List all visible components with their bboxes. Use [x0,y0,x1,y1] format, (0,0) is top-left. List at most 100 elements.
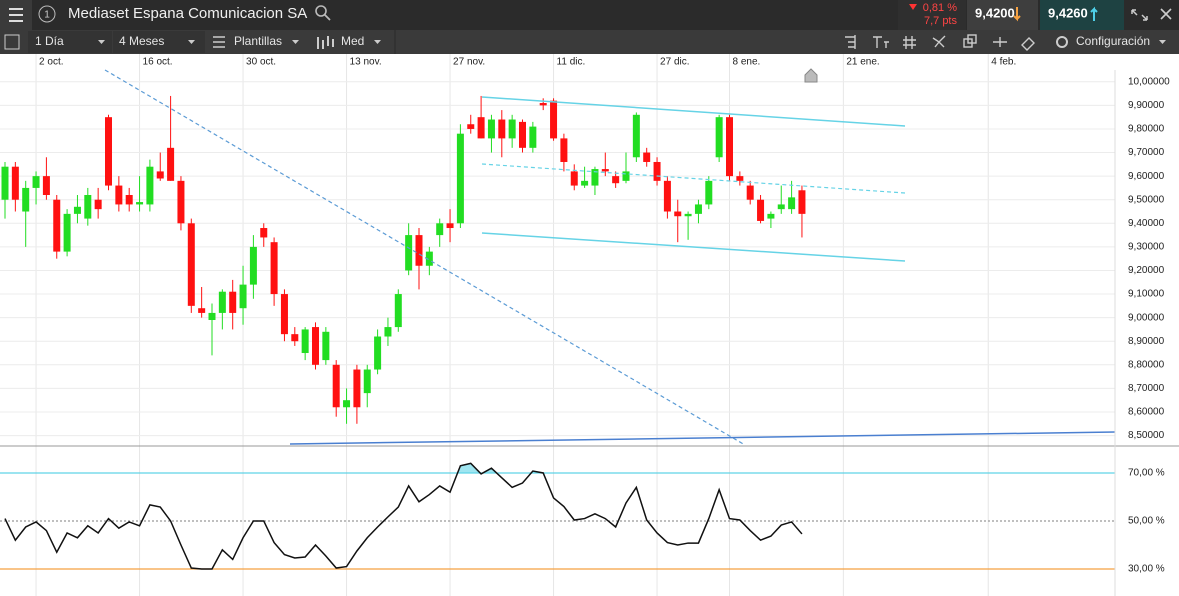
candle-body [156,171,164,179]
candle-body [1,166,9,200]
y-tick-label: 10,00000 [1128,76,1170,87]
menu-button[interactable] [0,0,32,30]
x-tick-label: 2 oct. [39,57,63,68]
candle-body [777,204,785,210]
x-tick-label: 11 dic. [557,57,586,68]
event-marker[interactable] [804,68,818,83]
candle-body [322,331,330,361]
candle-body [84,195,92,219]
candle-body [239,284,247,309]
y-tick-label: 9,80000 [1128,124,1165,135]
y-tick-label: 9,10000 [1128,289,1165,300]
candle-body [125,195,133,205]
candle-body [136,202,144,205]
candle-body [353,369,361,408]
panel-icon[interactable] [4,34,20,50]
interval-select[interactable] [28,31,112,53]
y-tick-label: 9,30000 [1128,242,1165,253]
buy-button[interactable] [1040,0,1124,30]
candle-body [332,364,340,408]
candle-body [73,206,81,214]
candle-body [798,190,806,214]
y-tick-label: 9,40000 [1128,218,1165,229]
candle-body [767,213,775,219]
search-icon[interactable] [315,5,331,21]
y-tick-label: 9,60000 [1128,171,1165,182]
candle-body [705,180,713,205]
y-tick-label: 8,50000 [1128,430,1165,441]
candle-body [529,126,537,148]
channel-line [481,232,906,262]
candle-body [405,235,413,271]
rsi-line [4,462,803,570]
channel-line [481,96,906,127]
candle-body [187,223,195,306]
candle-body [653,161,661,181]
candle-body [260,228,268,238]
down-arrow [909,4,917,10]
instrument-title: Mediaset Espana Comunicacion SA [68,5,307,22]
candle-body [249,246,257,285]
candle-body [550,100,558,139]
candle-body [601,169,609,172]
tool-icons[interactable] [845,34,1035,51]
sell-price: 9,4200 [975,5,1015,20]
buy-price: 9,4260 [1048,5,1088,20]
grid: 2 oct. 16 oct. 30 oct. 13 nov. 27 nov. 11 dic… [0,54,1170,596]
candle-body [374,336,382,370]
style-label[interactable]: Med [341,34,364,48]
candle-body [456,133,464,224]
x-tick-label: 4 feb. [991,57,1016,68]
y-tick-label: 30,00 % [1128,564,1165,575]
candle-body [343,400,351,408]
candle-body [229,291,237,313]
candle-body [415,235,423,266]
close-icon[interactable] [1160,8,1172,20]
candle-body [146,166,154,205]
candle-body [425,251,433,266]
y-tick-label: 9,50000 [1128,194,1165,205]
candle-body [363,369,371,394]
candle-body [539,103,547,106]
candle-body [22,187,30,212]
candle-body [498,119,506,139]
y-tick-label: 8,60000 [1128,407,1165,418]
sell-button[interactable] [967,0,1038,30]
candle-body [53,199,61,252]
caret [188,40,195,44]
style-icon [317,36,334,49]
candle-body [467,124,475,129]
candle-body [301,329,309,354]
candle-body [674,211,682,217]
range-select[interactable] [113,31,205,53]
expand-icon[interactable] [1131,9,1148,21]
templates-icon [213,36,225,48]
channel-line [481,163,906,194]
chart-area [0,54,1179,596]
candle-body [694,204,702,214]
candle-body [177,180,185,224]
trend-line [289,431,1116,445]
y-tick-label: 8,70000 [1128,383,1165,394]
y-tick-label: 8,90000 [1128,336,1165,347]
candle-body [632,114,640,158]
templates-label[interactable]: Plantillas [234,34,282,48]
y-tick-label: 9,20000 [1128,265,1165,276]
y-tick-label: 50,00 % [1128,516,1165,527]
candle-body [726,117,733,177]
y-tick-label: 9,70000 [1128,147,1165,158]
candle-body [394,294,402,328]
candle-body [477,117,485,139]
candle-body [788,197,796,210]
candle-body [280,294,288,335]
candle-body [570,171,578,186]
buy-arrow [1090,6,1098,21]
x-tick-label: 8 ene. [733,57,761,68]
info-icon[interactable] [38,5,56,23]
sell-arrow [1013,7,1021,22]
candle-body [63,213,71,252]
candle-body [519,121,526,148]
candle-body [622,171,630,181]
settings-label[interactable]: Configuración [1076,34,1150,48]
